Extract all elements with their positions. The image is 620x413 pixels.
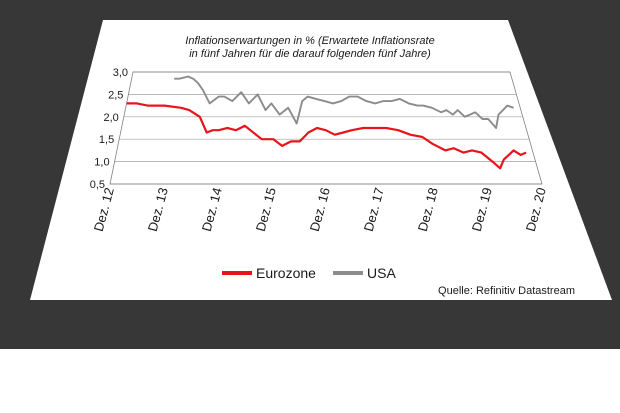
source-note: Quelle: Refinitiv Datastream [438,285,575,297]
y-tick-label: 1,0 [94,157,109,169]
series-line-usa [174,75,514,129]
legend: Eurozone USA [222,265,396,281]
legend-eurozone-label: Eurozone [256,265,316,281]
y-tick-labels: 0,5 1,0 1,5 2,0 2,5 3,0 [90,67,128,191]
chart-title-line2: in fünf Jahren für die darauf folgenden … [189,48,431,60]
y-tick-label: 0,5 [90,179,105,191]
series-layer [126,75,527,170]
y-tick-label: 2,5 [108,89,123,101]
plot-frame [109,71,543,185]
series-line-eurozone [126,102,527,170]
plot-border [109,71,543,185]
x-tick-labels: Dez. 12 Dez. 13 Dez. 14 Dez. 15 Dez. 16 Dez. … [91,186,549,233]
y-tick-label: 3,0 [113,67,128,79]
y-tick-label: 1,5 [99,134,114,146]
legend-usa-label: USA [367,265,396,281]
paper-sheet [30,20,612,300]
y-tick-label: 2,0 [104,112,119,124]
chart-title-line1: Inflationserwartungen in % (Erwartete In… [185,35,434,47]
